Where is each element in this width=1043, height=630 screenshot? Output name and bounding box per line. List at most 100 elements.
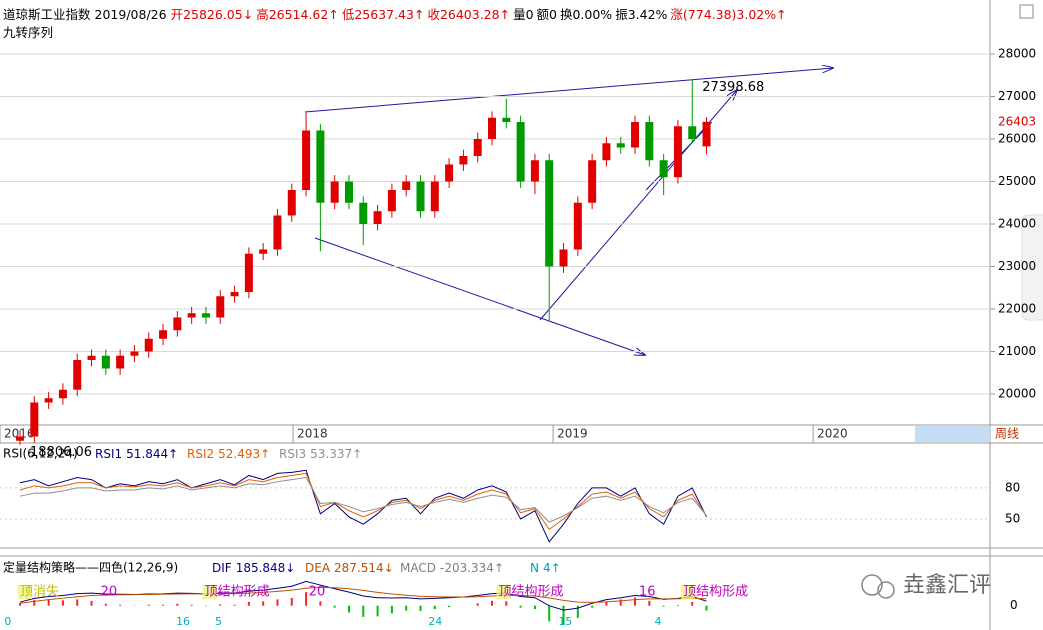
legend-entry: N 4↑ (530, 561, 561, 575)
count-label: 5 (215, 615, 222, 628)
candle-body (387, 189, 396, 212)
instrument-name: 道琼斯工业指数 (3, 7, 91, 22)
candle-body (144, 338, 153, 352)
last-price-box (993, 113, 1041, 130)
quote-item: 换0.00% (559, 7, 613, 22)
legend-entry: RSI1 51.844↑ (95, 447, 178, 461)
legend-name: MACD (400, 561, 436, 575)
rsi-line (19, 469, 707, 543)
y-tick-label: 20000 (998, 386, 1036, 400)
indicator-name: 九转序列 (3, 25, 54, 40)
legend-value: 4↑ (543, 561, 561, 575)
side-tab[interactable] (1021, 214, 1043, 321)
y-tick-label: 0 (1010, 598, 1018, 612)
candle-body (530, 160, 539, 182)
y-tick-label: 50 (1005, 511, 1020, 525)
legend-name: DEA (305, 561, 331, 575)
candle-body (73, 359, 82, 390)
annotation: 顶结构形成 (205, 585, 270, 600)
annotation: 顶结构形成 (683, 585, 748, 600)
quote-items: 开25826.05↓ 高26514.62↑ 低25637.43↑ 收26403.28↑… (171, 7, 790, 22)
candle-body (273, 215, 282, 250)
candle-body (430, 181, 439, 212)
candle-body (516, 121, 525, 182)
legend-entry: MACD -203.334↑ (400, 561, 504, 575)
candle-body (287, 189, 296, 216)
legend-entry: RSI2 52.493↑ (187, 447, 270, 461)
y-tick-label: 80 (1005, 480, 1020, 494)
trend-line (304, 68, 833, 113)
count-label: 4 (655, 615, 662, 628)
panel-title: 定量结构策略——四色(12,26,9) (3, 560, 178, 575)
watermark-text: 垚鑫汇评 (903, 573, 991, 598)
period-label: 周线 (995, 427, 1019, 441)
candle-body (459, 155, 468, 165)
x-tick-label: 2019 (557, 427, 588, 441)
count-label: 24 (428, 615, 442, 628)
candle-body (602, 143, 611, 161)
annotation-highlight (18, 585, 33, 599)
candle-body (416, 181, 425, 212)
count-label: 15 (558, 615, 572, 628)
candle-body (330, 181, 339, 203)
candle-body (87, 355, 96, 360)
candle-body (302, 130, 311, 190)
candle-body (502, 117, 511, 122)
candle-body (659, 160, 668, 178)
candle-body (688, 126, 697, 139)
y-tick-label: 23000 (998, 259, 1036, 273)
legend-value: -203.334↑ (440, 561, 504, 575)
candle-body (116, 355, 125, 369)
candle-body (588, 160, 597, 203)
annotation-highlight (681, 585, 696, 599)
candle-body (30, 402, 39, 437)
quote-item: 量0 (513, 7, 534, 22)
annotation: 顶结构形成 (499, 585, 564, 600)
y-tick-label: 26000 (998, 131, 1036, 145)
count-label: 0 (4, 615, 11, 628)
range-selector[interactable] (915, 426, 990, 442)
rsi-line (19, 476, 707, 523)
watermark-icon (861, 574, 883, 596)
annotation: 27398.68 (702, 80, 764, 95)
candle-body (445, 164, 454, 182)
date: 2019/08/26 (94, 7, 167, 22)
y-tick-label: 22000 (998, 301, 1036, 315)
x-tick-label: 2020 (817, 427, 848, 441)
candle-body (159, 330, 168, 339)
quote-item: 收26403.28↑ (427, 7, 511, 22)
macd-line (19, 586, 707, 604)
candle-body (702, 121, 711, 147)
rsi-line (19, 472, 707, 531)
legend-value: 185.848↓ (236, 561, 296, 575)
candle-body (16, 436, 25, 441)
y-tick-label: 28000 (998, 46, 1036, 60)
candle-body (673, 126, 682, 178)
candle-body (173, 317, 182, 331)
x-tick-label: 2018 (297, 427, 328, 441)
checkbox[interactable] (1019, 4, 1034, 19)
candle-body (344, 181, 353, 203)
quote-item: 低25637.43↑ (341, 7, 425, 22)
legend-name: RSI2 (187, 447, 214, 461)
count-label: 16 (176, 615, 190, 628)
candle-body (101, 355, 110, 369)
candle-body (58, 389, 67, 399)
y-tick-label: 25000 (998, 174, 1036, 188)
candle-body (645, 121, 654, 161)
legend-name: RSI3 (279, 447, 306, 461)
candle-body (230, 291, 239, 297)
legend-value: 53.337↑ (310, 447, 362, 461)
candle-body (616, 143, 625, 148)
legend-name: RSI1 (95, 447, 122, 461)
candle-body (216, 296, 225, 318)
annotation: 18806.06 (30, 445, 92, 460)
x-tick-label: 2016 (4, 427, 35, 441)
candle-body (259, 249, 268, 254)
candle-body (631, 121, 640, 148)
annotation-highlight (496, 585, 511, 599)
legend-value: 51.844↑ (126, 447, 178, 461)
